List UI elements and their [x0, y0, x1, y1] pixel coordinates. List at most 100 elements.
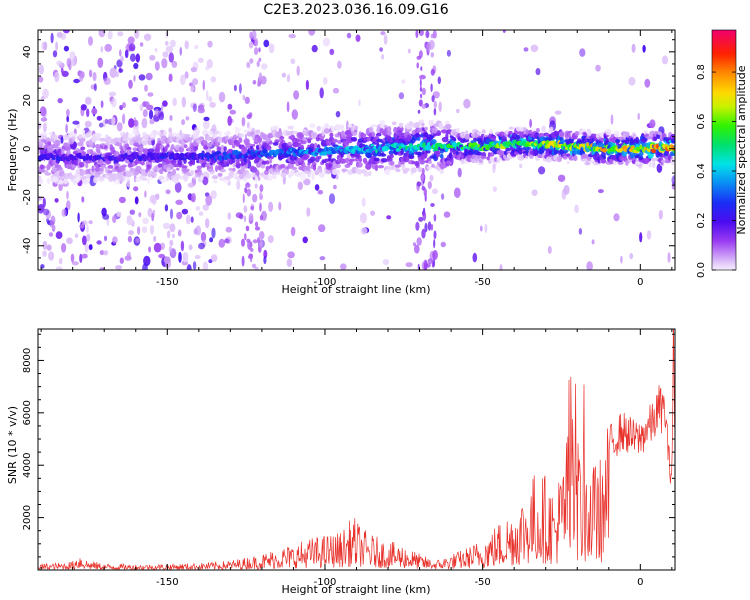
heatmap-cell [405, 262, 413, 268]
colorbar-tick-label: 0.8 [696, 64, 707, 80]
heatmap-band-cell [259, 184, 264, 193]
heatmap-cell [238, 213, 244, 220]
x-tick-label: -150 [156, 277, 179, 288]
heatmap-cell [148, 109, 154, 120]
heatmap-ridge-halo [225, 130, 231, 136]
heatmap-cell [38, 76, 44, 83]
heatmap-cell [148, 246, 152, 253]
heatmap-cell [278, 201, 282, 211]
heatmap-cell [162, 100, 168, 107]
heatmap-cell [288, 33, 296, 39]
heatmap-ridge-halo [516, 126, 522, 132]
snr-y-axis-label: SNR (10 * v/v) [6, 406, 19, 484]
heatmap-ridge-halo [324, 123, 329, 129]
heatmap-cell [297, 181, 303, 191]
heatmap-cell [644, 78, 651, 88]
heatmap-ridge-halo [99, 167, 104, 172]
heatmap-cell [190, 85, 195, 92]
heatmap-cell [56, 60, 63, 66]
heatmap-cell [38, 64, 45, 75]
x-tick-label: -100 [314, 577, 337, 588]
heatmap-band-cell [259, 202, 262, 212]
heatmap-cell [74, 233, 79, 238]
heatmap-ridge-halo [268, 141, 273, 145]
heatmap-cell [335, 174, 339, 180]
heatmap-band-cell [259, 239, 263, 249]
heatmap-ridge-halo [374, 165, 378, 172]
spectrogram-y-tick-labels: -40 -20 0 20 40 [22, 45, 33, 253]
heatmap-cell [175, 199, 183, 205]
spectrogram-panel: -150 -100 -50 0 -40 -20 0 20 40 Height of strai… [6, 29, 676, 296]
heatmap-cell [286, 101, 290, 113]
heatmap-cell [144, 84, 148, 92]
heatmap-ridge-halo [350, 136, 358, 142]
heatmap-band-cell [244, 96, 250, 104]
heatmap-band-cell [421, 167, 425, 175]
heatmap-cell [145, 72, 153, 81]
heatmap-cell [129, 43, 136, 52]
heatmap-cell [118, 196, 126, 204]
heatmap-ridge-halo [140, 161, 145, 166]
heatmap-ridge-halo [391, 165, 396, 171]
heatmap-cell [66, 190, 69, 200]
heatmap-ridge-halo [140, 168, 146, 174]
heatmap-ridge-halo [311, 173, 315, 181]
heatmap-cell [130, 53, 136, 62]
heatmap-ridge-halo [218, 131, 223, 137]
heatmap-ridge-halo [152, 171, 157, 178]
heatmap-ridge-halo [238, 133, 245, 138]
heatmap-ridge-halo [643, 157, 650, 164]
snr-plot-area [38, 329, 675, 570]
heatmap-cell [557, 174, 566, 182]
heatmap-cell [61, 70, 69, 77]
heatmap-cell [268, 201, 274, 212]
heatmap-ridge-halo [62, 179, 69, 184]
heatmap-cell [198, 242, 205, 250]
heatmap-ridge-halo [648, 161, 652, 168]
heatmap-cell [186, 214, 191, 225]
heatmap-cell [529, 118, 532, 128]
heatmap-cell [225, 226, 233, 233]
heatmap-cell [642, 44, 646, 53]
heatmap-ridge-halo [525, 155, 529, 160]
heatmap-ridge-halo [44, 169, 49, 174]
heatmap-cell [224, 238, 230, 244]
heatmap-ridge-halo [235, 158, 240, 165]
heatmap-ridge-halo [375, 133, 382, 137]
heatmap-cell [211, 227, 216, 239]
heatmap-ridge-halo [255, 129, 261, 135]
heatmap-cell [169, 223, 176, 233]
heatmap-band-cell [430, 52, 435, 58]
heatmap-cell [137, 226, 141, 235]
x-tick-label: 0 [637, 577, 643, 588]
heatmap-cell [457, 167, 462, 178]
heatmap-cell [202, 261, 209, 270]
heatmap-ridge-halo [200, 174, 204, 181]
heatmap-ridge-halo [455, 127, 460, 133]
heatmap-ridge-halo [220, 168, 226, 173]
heatmap-band-cell [416, 181, 422, 187]
heatmap-ridge-halo [300, 144, 304, 150]
heatmap-cell [628, 76, 636, 86]
heatmap-ridge-halo [559, 131, 565, 137]
heatmap-ridge-halo [420, 119, 425, 123]
heatmap-cell [55, 231, 63, 240]
heatmap-cell [210, 76, 217, 83]
heatmap-ridge-halo [331, 138, 338, 143]
heatmap-cell [620, 255, 623, 264]
heatmap-ridge-halo [50, 138, 55, 142]
heatmap-ridge-halo [148, 140, 152, 146]
heatmap-band-cell [254, 47, 259, 56]
heatmap-cell [158, 253, 166, 259]
heatmap-cell [206, 59, 213, 69]
heatmap-cell [50, 215, 56, 226]
heatmap-ridge-halo [384, 124, 388, 128]
heatmap-ridge-halo [113, 163, 121, 167]
heatmap-ridge-halo [252, 143, 256, 147]
heatmap-ridge-halo [613, 130, 620, 138]
heatmap-ridge-halo [181, 165, 188, 169]
heatmap-band-cell [257, 81, 261, 87]
heatmap-ridge-halo [476, 131, 482, 135]
heatmap-ridge-halo [405, 167, 410, 172]
heatmap-ridge-halo [416, 137, 421, 141]
